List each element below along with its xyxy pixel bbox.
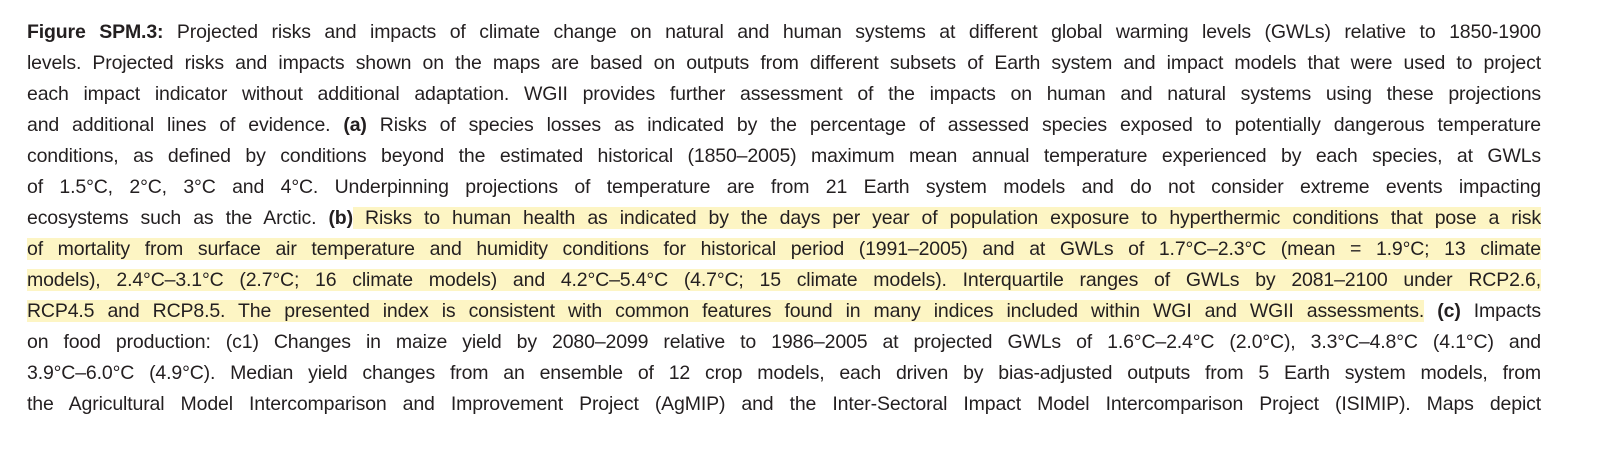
caption-line: Figure SPM.3: Projected risks and impact…	[27, 17, 1541, 48]
caption-line: RCP4.5 and RCP8.5. The presented index i…	[27, 296, 1541, 327]
caption-text: on food production: (c1) Changes in maiz…	[27, 331, 1541, 353]
caption-text: each impact indicator without additional…	[27, 83, 1541, 105]
bold-label: Figure SPM.3:	[27, 21, 164, 43]
caption-line: models), 2.4°C–3.1°C (2.7°C; 16 climate …	[27, 265, 1541, 296]
caption-text: Impacts	[1460, 300, 1541, 322]
bold-label: (b)	[328, 207, 353, 229]
caption-text: Projected risks and impacts of climate c…	[163, 21, 1541, 43]
highlighted-text: Risks to human health as indicated by th…	[352, 207, 1541, 229]
caption-line: of mortality from surface air temperatur…	[27, 234, 1541, 265]
caption-text: ecosystems such as the Arctic.	[27, 207, 329, 229]
caption-line: of 1.5°C, 2°C, 3°C and 4°C. Underpinning…	[27, 172, 1541, 203]
bold-label: (c)	[1437, 300, 1461, 322]
caption-text: conditions, as defined by conditions bey…	[27, 145, 1541, 167]
caption-line: each impact indicator without additional…	[27, 79, 1541, 110]
caption-text: 3.9°C–6.0°C (4.9°C). Median yield change…	[27, 362, 1541, 384]
caption-text	[1424, 300, 1437, 322]
figure-caption: Figure SPM.3: Projected risks and impact…	[27, 17, 1541, 420]
caption-line: the Agricultural Model Intercomparison a…	[27, 389, 1541, 420]
highlighted-text: RCP4.5 and RCP8.5. The presented index i…	[27, 300, 1425, 322]
caption-line: levels. Projected risks and impacts show…	[27, 48, 1541, 79]
caption-text: of 1.5°C, 2°C, 3°C and 4°C. Underpinning…	[27, 176, 1541, 198]
caption-text: levels. Projected risks and impacts show…	[27, 52, 1541, 74]
caption-text: the Agricultural Model Intercomparison a…	[27, 393, 1541, 415]
caption-text: and additional lines of evidence.	[27, 114, 344, 136]
caption-line: 3.9°C–6.0°C (4.9°C). Median yield change…	[27, 358, 1541, 389]
caption-line: and additional lines of evidence. (a) Ri…	[27, 110, 1541, 141]
caption-text: Risks of species losses as indicated by …	[366, 114, 1541, 136]
highlighted-text: models), 2.4°C–3.1°C (2.7°C; 16 climate …	[27, 269, 1541, 291]
caption-line: ecosystems such as the Arctic. (b) Risks…	[27, 203, 1541, 234]
highlighted-text: of mortality from surface air temperatur…	[27, 238, 1541, 260]
caption-line: conditions, as defined by conditions bey…	[27, 141, 1541, 172]
bold-label: (a)	[343, 114, 367, 136]
caption-line: on food production: (c1) Changes in maiz…	[27, 327, 1541, 358]
